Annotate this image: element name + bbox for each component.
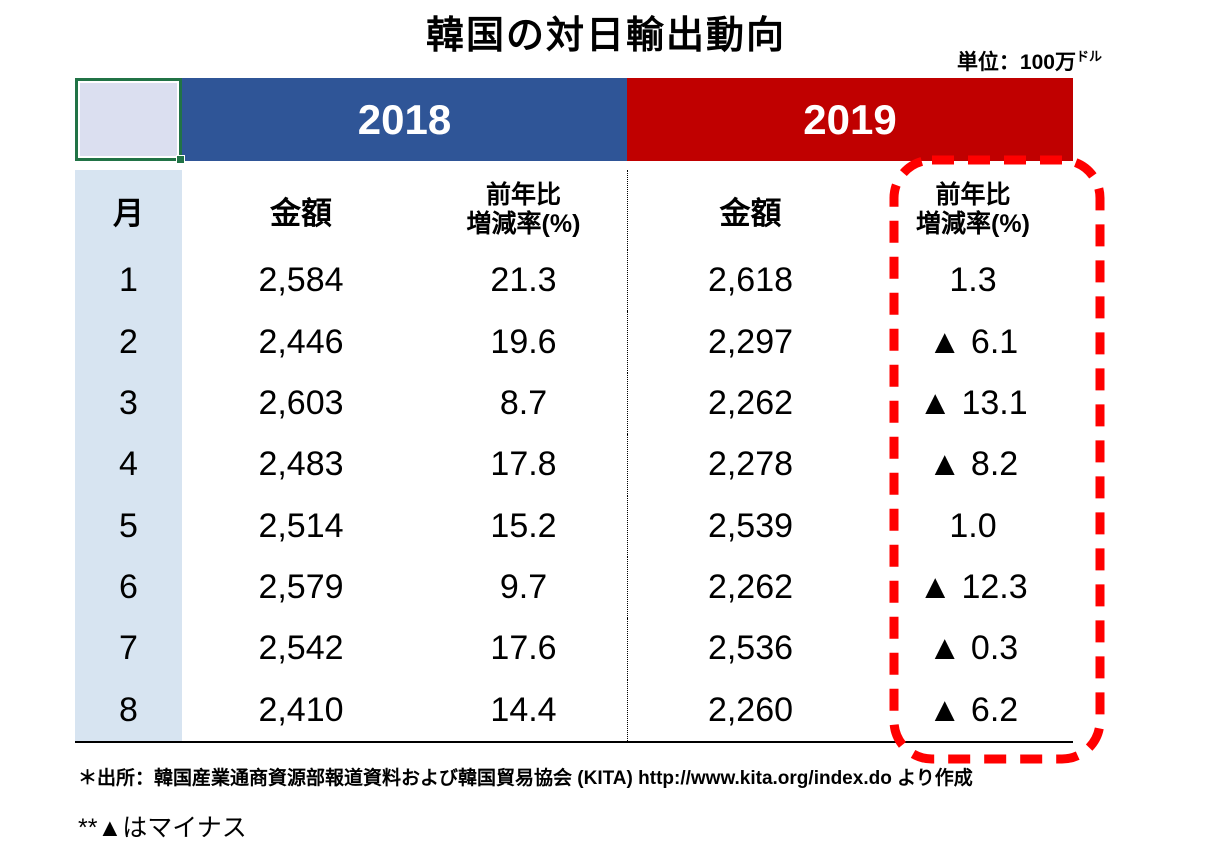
amount-2019-header: 金額	[627, 170, 873, 250]
amount-2018-cell: 2,584	[258, 261, 344, 300]
amount-2019-cell: 2,618	[627, 250, 873, 312]
yoy-2018-header: 前年比 増減率(%)	[420, 170, 627, 250]
amount-2019-cell: 2,539	[627, 495, 873, 557]
column-header-row: 月 金額 前年比 増減率(%) 金額 前年比 増減率(%)	[75, 170, 1073, 250]
year-header-row: 2018 2019	[75, 78, 1073, 164]
unit-label: 単位：100万ドル	[957, 46, 1102, 76]
yoy-2018-cell: 8.7	[499, 383, 548, 422]
yoy-2019-cell: ▲ 0.3	[927, 629, 1019, 668]
month-cell: 7	[75, 618, 182, 680]
fill-handle[interactable]	[176, 155, 185, 164]
yoy-2019-cell: ▲ 12.3	[918, 568, 1028, 607]
amount-2018-header: 金額	[270, 195, 332, 231]
yoy-2019-header-line1: 前年比	[935, 181, 1011, 210]
yoy-2018-header-line2: 増減率(%)	[466, 210, 581, 238]
yoy-2018-cell: 17.8	[490, 445, 557, 484]
yoy-2018-header-line1: 前年比	[485, 181, 561, 210]
yoy-2018-cell: 17.6	[490, 629, 557, 668]
amount-2019-cell: 2,262	[627, 372, 873, 435]
page-title: 韓国の対日輸出動向	[425, 15, 786, 57]
amount-2019-cell: 2,297	[627, 311, 873, 373]
minus-note: **▲はマイナス	[78, 814, 247, 841]
unit-label-currency: ドル	[1075, 49, 1102, 64]
yoy-2019-header-line2: 増減率(%)	[916, 210, 1030, 238]
month-cell: 1	[75, 250, 182, 312]
yoy-2019-cell: 1.0	[949, 506, 997, 545]
month-cell: 2	[75, 311, 182, 373]
source-note: ＊出所：韓国産業通商資源部報道資料および韓国貿易協会 (KITA) http:/…	[78, 768, 973, 789]
amount-2018-cell: 2,446	[258, 322, 344, 361]
month-cell: 8	[75, 679, 182, 741]
amount-2018-cell: 2,579	[258, 568, 344, 607]
yoy-2018-cell: 21.3	[490, 261, 557, 300]
amount-2019-cell: 2,260	[627, 679, 873, 741]
table-body: 1 2,584 21.3 2,618 1.3 2 2,446 19.6 2,29…	[75, 250, 1073, 743]
yoy-2019-header: 前年比 増減率(%)	[873, 170, 1073, 250]
month-cell: 6	[75, 556, 182, 619]
amount-2018-cell: 2,483	[258, 445, 344, 484]
yoy-2018-cell: 19.6	[490, 322, 557, 361]
yoy-2018-cell: 9.7	[499, 568, 548, 607]
amount-2018-cell: 2,542	[258, 629, 344, 668]
export-table: 2018 2019 月 金額 前年比 増減率(%) 金額 前年比 増減率(%) …	[75, 78, 1073, 743]
amount-2018-cell: 2,410	[258, 690, 344, 729]
yoy-2019-cell: ▲ 6.1	[927, 322, 1019, 361]
selected-cell[interactable]	[75, 78, 185, 164]
year-2018-header: 2018	[182, 78, 627, 161]
year-2019-header: 2019	[627, 78, 1073, 161]
month-cell: 5	[75, 495, 182, 557]
yoy-2018-cell: 15.2	[490, 506, 557, 545]
header-gap	[75, 161, 1073, 170]
month-cell: 4	[75, 434, 182, 496]
unit-label-text: 単位：100万	[956, 51, 1076, 74]
yoy-2019-cell: ▲ 13.1	[918, 383, 1028, 422]
yoy-2019-cell: 1.3	[949, 261, 997, 300]
amount-2018-cell: 2,603	[258, 383, 344, 422]
amount-2019-cell: 2,536	[627, 618, 873, 680]
month-cell: 3	[75, 372, 182, 435]
yoy-2018-cell: 14.4	[490, 690, 557, 729]
yoy-2019-cell: ▲ 8.2	[927, 445, 1019, 484]
amount-2018-cell: 2,514	[258, 506, 344, 545]
yoy-2019-cell: ▲ 6.2	[927, 690, 1019, 729]
amount-2019-cell: 2,278	[627, 434, 873, 496]
month-column-header: 月	[75, 170, 182, 250]
amount-2019-cell: 2,262	[627, 556, 873, 619]
